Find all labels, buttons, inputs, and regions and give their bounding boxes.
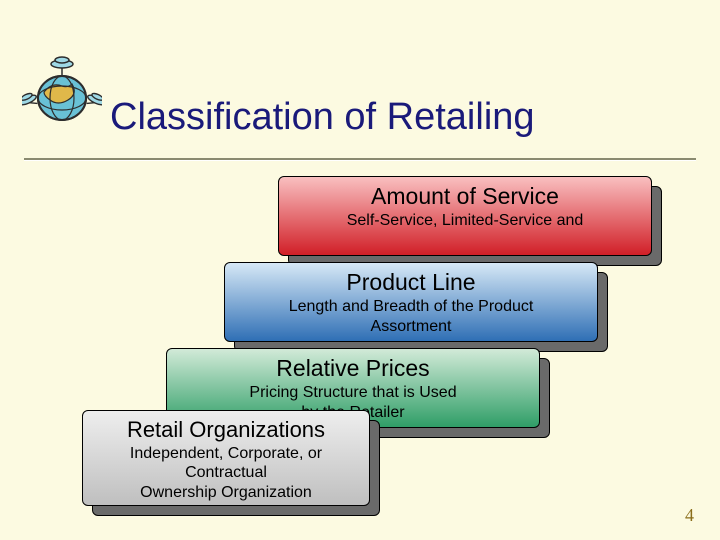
page-title: Classification of Retailing (110, 96, 535, 139)
page-number: 4 (685, 505, 694, 526)
product-line-title: Product Line (225, 269, 597, 295)
amount-of-service-card: Amount of Service Self-Service, Limited-S… (278, 176, 652, 256)
retail-organizations-title: Retail Organizations (83, 417, 369, 442)
amount-of-service-subtitle: Self-Service, Limited-Service and (279, 211, 651, 230)
logo-icon (22, 52, 102, 132)
title-underline (24, 158, 696, 161)
relative-prices-title: Relative Prices (167, 355, 539, 381)
product-line-subtitle: Length and Breadth of the ProductAssortm… (225, 297, 597, 335)
retail-organizations-subtitle: Independent, Corporate, orContractualOwn… (83, 444, 369, 502)
product-line-card: Product LineLength and Breadth of the Pr… (224, 262, 598, 342)
amount-of-service-title: Amount of Service (279, 183, 651, 209)
retail-organizations-card: Retail OrganizationsIndependent, Corpora… (82, 410, 370, 506)
